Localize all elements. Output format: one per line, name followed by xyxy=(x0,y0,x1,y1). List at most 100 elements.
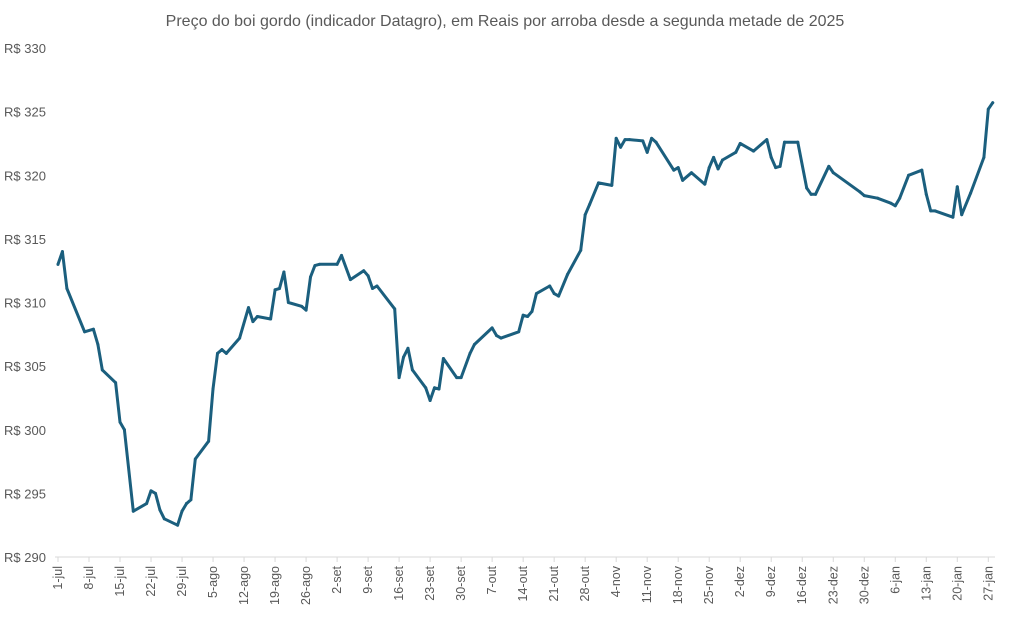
data-point xyxy=(238,336,242,340)
data-point xyxy=(193,457,197,461)
data-point xyxy=(774,166,778,170)
data-point xyxy=(96,342,100,346)
data-point xyxy=(645,150,649,154)
data-point xyxy=(122,428,126,432)
x-tick-label: 30-dez xyxy=(857,566,871,604)
x-tick-label: 16-set xyxy=(392,565,406,600)
data-point xyxy=(348,278,352,282)
data-point xyxy=(738,141,742,145)
data-point xyxy=(920,168,924,172)
data-point xyxy=(246,306,250,310)
x-tick-label: 9-set xyxy=(361,565,375,593)
x-tick-label: 30-set xyxy=(454,565,468,600)
x-tick-label: 16-dez xyxy=(795,566,809,604)
data-point xyxy=(907,173,911,177)
data-point xyxy=(397,376,401,380)
data-point xyxy=(583,213,587,217)
y-tick-label: R$ 290 xyxy=(4,550,46,565)
y-tick-label: R$ 295 xyxy=(4,486,46,501)
data-point xyxy=(340,253,344,257)
data-point xyxy=(778,164,782,168)
data-point xyxy=(100,368,104,372)
data-point xyxy=(526,314,530,318)
x-tick-label: 8-jul xyxy=(82,566,96,590)
y-tick-label: R$ 325 xyxy=(4,105,46,120)
data-point xyxy=(499,336,503,340)
x-tick-label: 28-out xyxy=(578,565,592,601)
data-point xyxy=(428,398,432,402)
data-point xyxy=(783,140,787,144)
x-tick-label: 12-ago xyxy=(237,566,251,605)
y-tick-label: R$ 310 xyxy=(4,296,46,311)
data-point xyxy=(712,155,716,159)
data-point xyxy=(455,376,459,380)
data-point xyxy=(765,138,769,142)
x-tick-label: 18-nov xyxy=(671,565,685,604)
data-point xyxy=(56,262,60,266)
x-tick-label: 22-jul xyxy=(144,566,158,597)
data-point xyxy=(410,368,414,372)
x-tick-label: 11-nov xyxy=(640,565,654,603)
data-point xyxy=(814,192,818,196)
data-point xyxy=(752,149,756,153)
y-tick-label: R$ 320 xyxy=(4,168,46,183)
data-point xyxy=(371,287,375,291)
data-point xyxy=(627,138,631,142)
x-tick-label: 4-nov xyxy=(609,565,623,597)
data-point xyxy=(831,171,835,175)
data-point xyxy=(468,351,472,355)
data-point xyxy=(805,186,809,190)
data-point xyxy=(924,192,928,196)
data-point xyxy=(215,351,219,355)
data-point xyxy=(876,196,880,200)
data-point xyxy=(114,381,118,385)
data-point xyxy=(955,185,959,189)
x-tick-label: 21-out xyxy=(547,565,561,601)
data-point xyxy=(769,155,773,159)
data-point xyxy=(211,387,215,391)
data-point xyxy=(255,314,259,318)
data-point xyxy=(530,309,534,313)
data-point xyxy=(579,248,583,252)
data-point xyxy=(960,213,964,217)
chart-title: Preço do boi gordo (indicador Datagro), … xyxy=(166,13,845,30)
data-point xyxy=(180,509,184,513)
data-point xyxy=(437,387,441,391)
data-point xyxy=(118,420,122,424)
x-tick-label: 23-set xyxy=(423,565,437,600)
data-point xyxy=(703,182,707,186)
x-tick-label: 29-jul xyxy=(175,566,189,597)
data-point xyxy=(189,498,193,502)
data-point xyxy=(286,301,290,304)
data-point xyxy=(721,158,724,162)
data-point xyxy=(176,523,180,527)
x-tick-label: 14-out xyxy=(516,565,530,601)
x-tick-label: 7-out xyxy=(485,565,499,594)
data-point xyxy=(472,342,476,346)
data-point xyxy=(153,491,157,495)
x-tick-label: 23-dez xyxy=(826,566,840,604)
data-point xyxy=(889,201,893,205)
data-point xyxy=(557,294,561,298)
y-tick-label: R$ 315 xyxy=(4,232,46,247)
data-point xyxy=(91,327,95,331)
data-point xyxy=(610,183,614,187)
data-point xyxy=(375,284,379,288)
data-point xyxy=(534,292,538,296)
x-tick-label: 13-jan xyxy=(919,566,933,601)
data-point xyxy=(933,209,937,213)
data-point xyxy=(335,262,339,266)
data-point xyxy=(862,194,866,198)
x-tick-label: 27-jan xyxy=(981,566,995,601)
series-group xyxy=(56,101,995,527)
data-point xyxy=(158,508,162,512)
data-point xyxy=(304,308,308,312)
x-tick-label: 5-ago xyxy=(206,566,220,598)
data-point xyxy=(672,168,676,172)
data-point xyxy=(83,330,87,334)
data-point xyxy=(224,351,228,355)
x-tick-label: 9-dez xyxy=(764,566,778,597)
x-tick-label: 20-jan xyxy=(950,566,964,601)
data-point xyxy=(676,166,680,170)
data-point xyxy=(929,209,933,213)
